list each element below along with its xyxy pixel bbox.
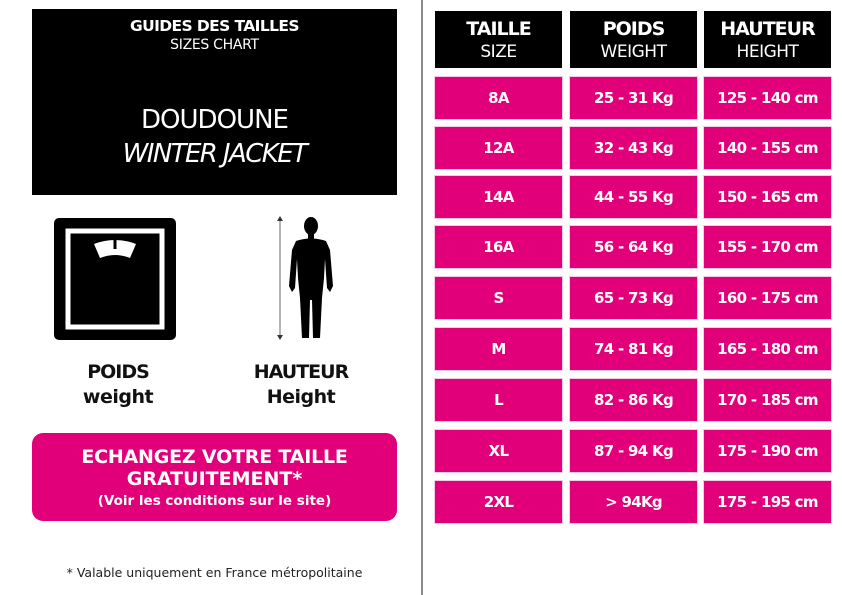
header-size: TAILLE SIZE xyxy=(435,11,562,68)
table-cell-weight: 44 - 55 Kg xyxy=(570,176,697,218)
vertical-divider xyxy=(421,0,423,595)
table-cell-weight: > 94Kg xyxy=(570,481,697,523)
exchange-line-2: GRATUITEMENT* xyxy=(126,468,303,490)
guide-subtitle: SIZES CHART xyxy=(170,37,259,53)
free-exchange-banner: ECHANGEZ VOTRE TAILLE GRATUITEMENT* (Voi… xyxy=(32,433,397,521)
table-cell-weight: 87 - 94 Kg xyxy=(570,430,697,472)
header-size-en: SIZE xyxy=(480,42,517,62)
height-label-fr: HAUTEUR xyxy=(253,361,349,383)
table-cell-size: 8A xyxy=(435,77,562,119)
table-cell-height: 175 - 195 cm xyxy=(704,481,831,523)
header-weight-fr: POIDS xyxy=(602,18,666,40)
table-cell-weight: 32 - 43 Kg xyxy=(570,127,697,169)
weight-label-fr: POIDS xyxy=(87,361,150,383)
header-size-fr: TAILLE xyxy=(466,18,531,40)
table-cell-weight: 82 - 86 Kg xyxy=(570,379,697,421)
header-weight: POIDS WEIGHT xyxy=(570,11,697,68)
table-cell-height: 150 - 165 cm xyxy=(704,176,831,218)
table-cell-height: 160 - 175 cm xyxy=(704,277,831,319)
table-cell-size: 14A xyxy=(435,176,562,218)
table-cell-height: 155 - 170 cm xyxy=(704,226,831,268)
table-cell-size: L xyxy=(435,379,562,421)
human-height-icon xyxy=(272,214,342,344)
weight-label-en: weight xyxy=(82,386,154,408)
product-name-fr: DOUDOUNE xyxy=(141,105,289,135)
product-name-en: WINTER JACKET xyxy=(122,139,308,169)
table-cell-height: 140 - 155 cm xyxy=(704,127,831,169)
table-cell-size: XL xyxy=(435,430,562,472)
table-cell-size: 12A xyxy=(435,127,562,169)
table-cell-size: 2XL xyxy=(435,481,562,523)
table-cell-weight: 56 - 64 Kg xyxy=(570,226,697,268)
table-cell-height: 175 - 190 cm xyxy=(704,430,831,472)
table-cell-size: M xyxy=(435,328,562,370)
table-cell-height: 170 - 185 cm xyxy=(704,379,831,421)
header-height: HAUTEUR HEIGHT xyxy=(704,11,831,68)
height-label-en: Height xyxy=(266,386,336,408)
table-cell-height: 165 - 180 cm xyxy=(704,328,831,370)
table-cell-height: 125 - 140 cm xyxy=(704,77,831,119)
header-weight-en: WEIGHT xyxy=(600,42,667,62)
bathroom-scale-icon xyxy=(54,218,176,340)
table-cell-size: 16A xyxy=(435,226,562,268)
table-cell-weight: 25 - 31 Kg xyxy=(570,77,697,119)
table-cell-size: S xyxy=(435,277,562,319)
header-height-fr: HAUTEUR xyxy=(720,18,815,40)
exchange-line-1: ECHANGEZ VOTRE TAILLE xyxy=(81,446,348,468)
header-height-en: HEIGHT xyxy=(736,42,799,62)
size-guide-title-box: GUIDES DES TAILLES SIZES CHART DOUDOUNE … xyxy=(32,9,397,195)
guide-title: GUIDES DES TAILLES xyxy=(130,17,300,35)
table-cell-weight: 65 - 73 Kg xyxy=(570,277,697,319)
exchange-conditions: (Voir les conditions sur le site) xyxy=(97,493,332,509)
footnote: * Valable uniquement en France métropoli… xyxy=(66,565,363,580)
table-cell-weight: 74 - 81 Kg xyxy=(570,328,697,370)
